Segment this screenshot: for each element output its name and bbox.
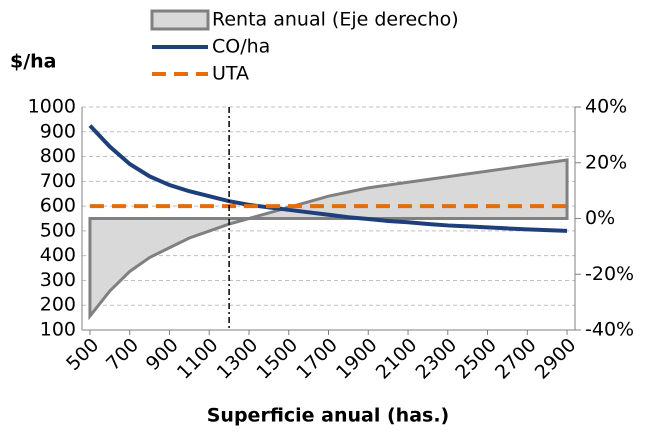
x-tick-label: 1500 (252, 334, 302, 384)
x-tick-label: 2100 (372, 334, 422, 384)
y2-tick-label: -20% (585, 263, 634, 285)
y2-tick-label: 0% (585, 207, 615, 229)
legend-label: UTA (212, 63, 249, 85)
y-tick-label: 200 (40, 294, 76, 316)
x-tick-label: 1300 (213, 334, 263, 384)
x-tick-label: 2700 (491, 334, 541, 384)
y2-tick-label: 40% (585, 96, 627, 118)
x-tick-label: 1700 (292, 334, 342, 384)
y-tick-label: 500 (40, 219, 76, 241)
line (88, 124, 568, 233)
y-tick-label: 600 (40, 195, 76, 217)
y-tick-label: 900 (40, 120, 76, 142)
legend-label: CO/ha (212, 36, 270, 58)
y-axis-label: $/ha (10, 51, 57, 73)
y-tick-label: 700 (40, 170, 76, 192)
legend-swatch (150, 9, 210, 31)
y2-tick-label: 20% (585, 151, 627, 173)
area (88, 158, 569, 321)
x-tick-label: 2500 (451, 334, 501, 384)
x-tick-label: 1900 (332, 334, 382, 384)
y-tick-label: 300 (40, 269, 76, 291)
x-tick-label: 2900 (531, 334, 581, 384)
x-axis-label: Superficie anual (has.) (207, 405, 450, 427)
y-tick-label: 800 (40, 145, 76, 167)
x-tick-label: 700 (102, 334, 143, 375)
y-tick-label: 400 (40, 244, 76, 266)
x-tick-label: 1100 (173, 334, 223, 384)
legend-label: Renta anual (Eje derecho) (212, 9, 459, 31)
x-tick-label: 2300 (411, 334, 461, 384)
y-tick-label: 1000 (28, 96, 76, 118)
y-tick-label: 100 (40, 319, 76, 341)
y2-tick-label: -40% (585, 319, 634, 341)
